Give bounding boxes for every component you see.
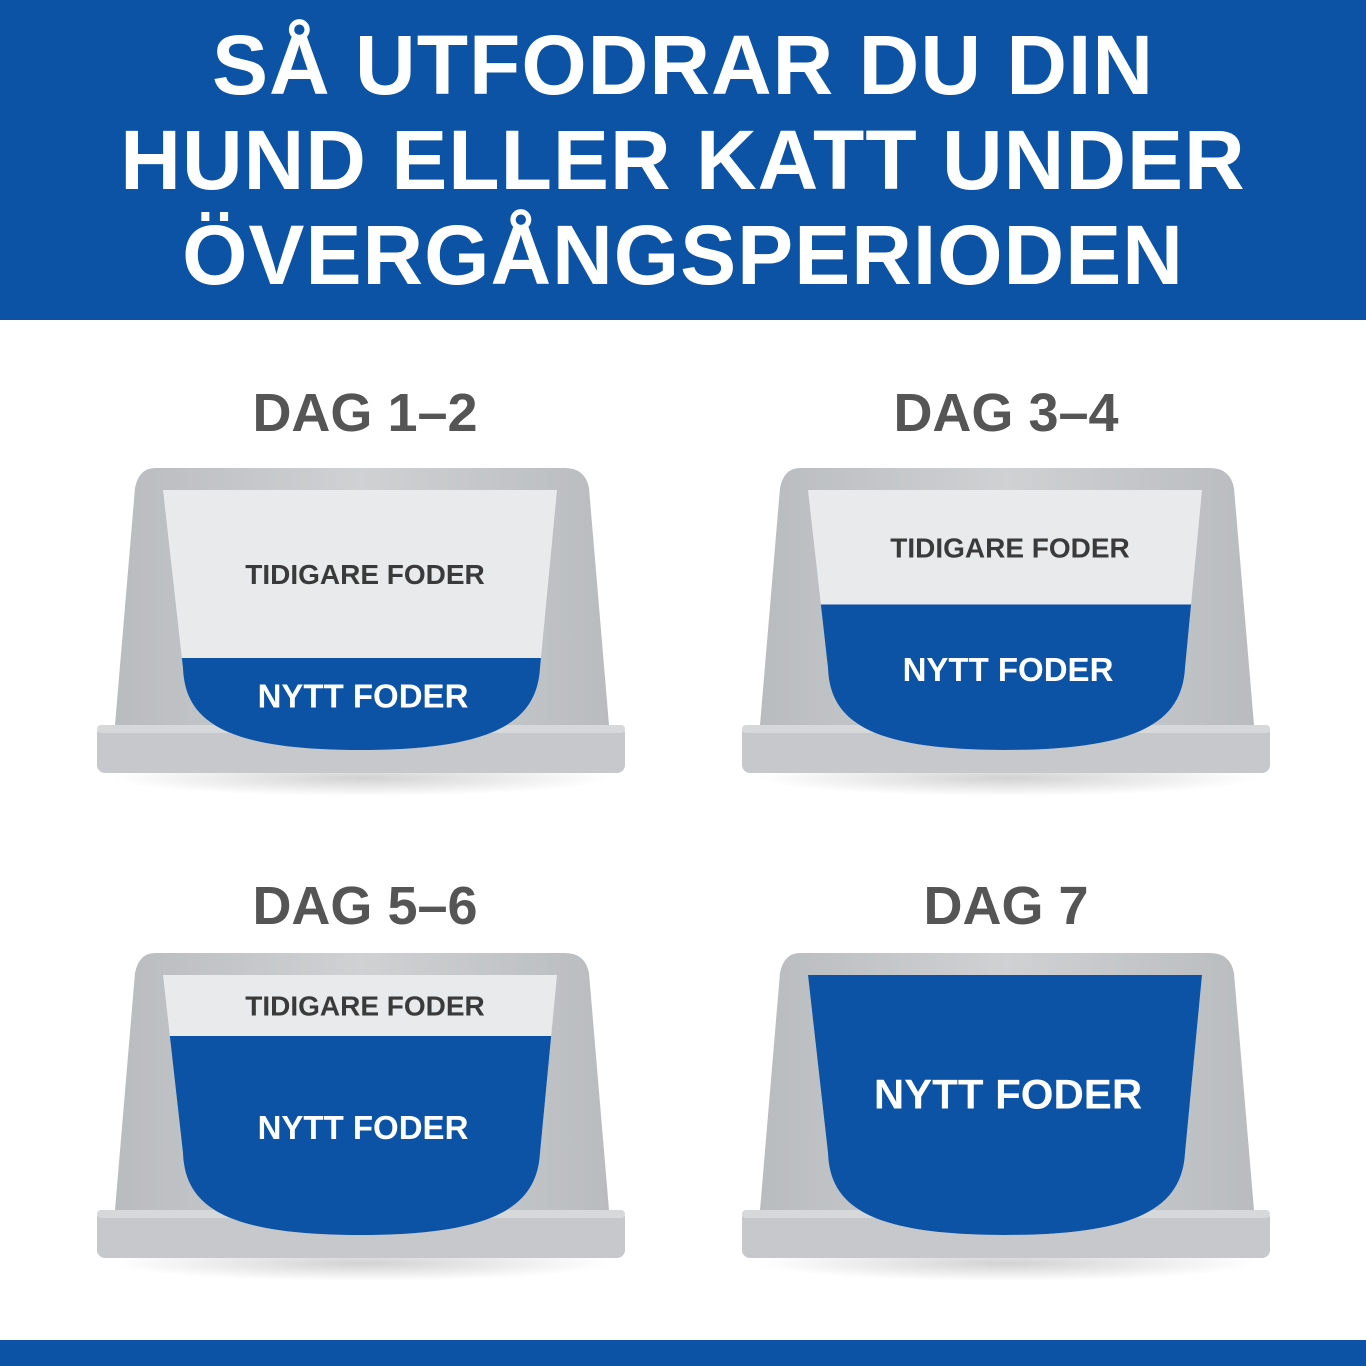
day-label-3: DAG 5–6 [252, 876, 478, 936]
bowl-graphic: TIDIGARE FODER NYTT FODER [97, 468, 625, 796]
day-label-1: DAG 1–2 [252, 383, 478, 443]
day-label-2: DAG 3–4 [893, 383, 1119, 443]
bowl-day-1-2: TIDIGARE FODER NYTT FODER [97, 468, 627, 808]
new-food-label: NYTT FODER [874, 1071, 1142, 1118]
new-food-fill [808, 604, 1202, 750]
footer-bar [0, 1340, 1366, 1366]
bowl-graphic: TIDIGARE FODER NYTT FODER [742, 468, 1270, 796]
bowl-day-5-6: TIDIGARE FODER NYTT FODER [97, 953, 627, 1293]
old-food-label: TIDIGARE FODER [245, 991, 485, 1022]
new-food-fill [163, 1036, 557, 1235]
new-food-label: NYTT FODER [903, 651, 1114, 688]
old-food-label: TIDIGARE FODER [245, 559, 485, 590]
old-food-label: TIDIGARE FODER [890, 532, 1130, 563]
bowl-graphic: NYTT FODER [742, 953, 1270, 1281]
new-food-fill [808, 975, 1202, 1235]
day-label-4: DAG 7 [923, 876, 1089, 936]
bowl-day-3-4: TIDIGARE FODER NYTT FODER [742, 468, 1272, 808]
new-food-label: NYTT FODER [258, 678, 469, 715]
title-line-1: SÅ UTFODRAR DU DIN [212, 18, 1154, 112]
title-line-2: HUND ELLER KATT UNDER [120, 113, 1246, 207]
new-food-label: NYTT FODER [258, 1109, 469, 1146]
bowl-graphic: TIDIGARE FODER NYTT FODER [97, 953, 625, 1281]
title-line-3: ÖVERGÅNGSPERIODEN [182, 208, 1184, 302]
bowl-day-7: NYTT FODER [742, 953, 1272, 1293]
title-banner: SÅ UTFODRAR DU DIN HUND ELLER KATT UNDER… [0, 0, 1366, 320]
